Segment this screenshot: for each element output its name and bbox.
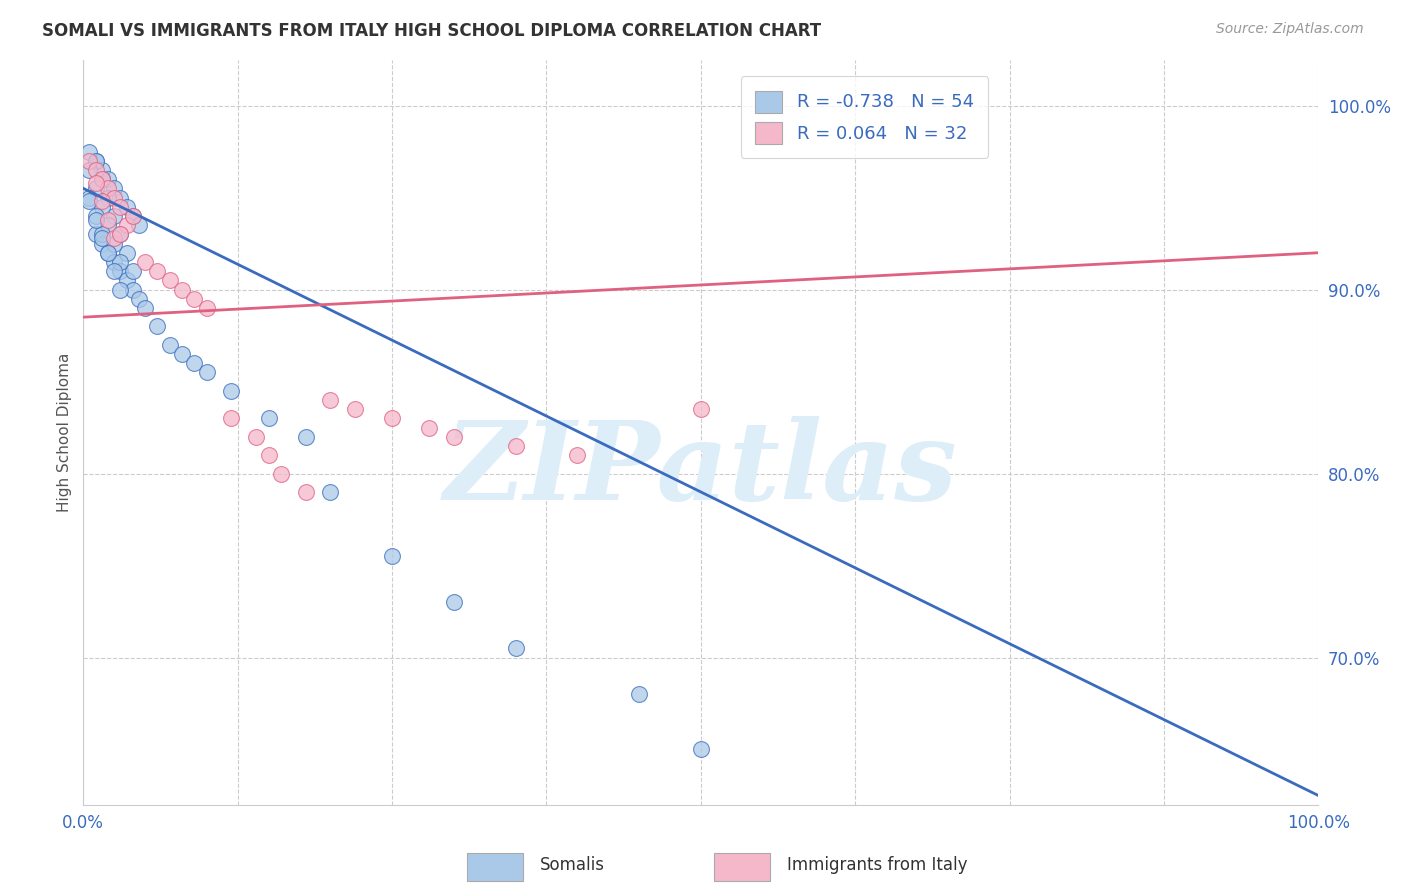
Point <box>294 430 316 444</box>
Point <box>110 190 132 204</box>
Point <box>84 153 107 168</box>
Point <box>110 283 132 297</box>
Point <box>110 200 132 214</box>
Text: ZIPatlas: ZIPatlas <box>444 416 957 523</box>
Point <box>84 153 107 168</box>
Point <box>689 402 711 417</box>
Point <box>443 595 465 609</box>
Point <box>115 218 138 232</box>
Point <box>90 236 112 251</box>
Point <box>294 484 316 499</box>
Point <box>443 430 465 444</box>
Point <box>97 181 120 195</box>
Point <box>79 194 101 209</box>
Point <box>319 484 342 499</box>
Point <box>84 181 107 195</box>
Point <box>103 255 125 269</box>
Point <box>257 411 280 425</box>
Point <box>110 227 132 242</box>
Point <box>110 227 132 242</box>
Point <box>343 402 366 417</box>
Text: Immigrants from Italy: Immigrants from Italy <box>787 856 967 874</box>
Legend: R = -0.738   N = 54, R = 0.064   N = 32: R = -0.738 N = 54, R = 0.064 N = 32 <box>741 76 988 158</box>
Point <box>115 200 138 214</box>
Point <box>115 245 138 260</box>
Point <box>97 190 120 204</box>
Point <box>79 145 101 159</box>
Point <box>221 384 243 398</box>
Point <box>115 273 138 287</box>
Point <box>84 212 107 227</box>
Point <box>381 411 404 425</box>
Point <box>103 181 125 195</box>
Point <box>97 218 120 232</box>
Point <box>257 448 280 462</box>
Point <box>79 190 101 204</box>
Point <box>97 245 120 260</box>
Point <box>183 356 205 370</box>
Point <box>418 420 440 434</box>
Point <box>689 742 711 756</box>
Point <box>121 283 143 297</box>
Point <box>128 292 150 306</box>
Point <box>103 236 125 251</box>
Point <box>172 347 194 361</box>
Point <box>128 218 150 232</box>
Point <box>103 264 125 278</box>
Point <box>97 212 120 227</box>
Point <box>319 392 342 407</box>
Point <box>159 337 181 351</box>
Point <box>172 283 194 297</box>
Y-axis label: High School Diploma: High School Diploma <box>58 352 72 512</box>
Point <box>90 163 112 178</box>
Point <box>84 176 107 190</box>
Point <box>90 172 112 186</box>
Text: SOMALI VS IMMIGRANTS FROM ITALY HIGH SCHOOL DIPLOMA CORRELATION CHART: SOMALI VS IMMIGRANTS FROM ITALY HIGH SCH… <box>42 22 821 40</box>
Point <box>121 209 143 223</box>
Point <box>183 292 205 306</box>
Point <box>110 255 132 269</box>
Point <box>84 227 107 242</box>
Text: Source: ZipAtlas.com: Source: ZipAtlas.com <box>1216 22 1364 37</box>
Point <box>134 255 156 269</box>
Point <box>90 227 112 242</box>
Point <box>90 194 112 209</box>
Text: Somalis: Somalis <box>540 856 605 874</box>
Point <box>103 209 125 223</box>
Point <box>110 264 132 278</box>
Point <box>381 549 404 564</box>
Point <box>195 301 218 315</box>
Point <box>121 209 143 223</box>
Point <box>159 273 181 287</box>
Point <box>505 439 527 453</box>
Point <box>90 231 112 245</box>
Point <box>79 163 101 178</box>
FancyBboxPatch shape <box>714 853 770 881</box>
Point <box>103 231 125 245</box>
Point <box>90 200 112 214</box>
Point <box>84 163 107 178</box>
Point <box>97 245 120 260</box>
Point <box>270 467 292 481</box>
Point <box>567 448 589 462</box>
FancyBboxPatch shape <box>467 853 523 881</box>
Point <box>146 264 169 278</box>
Point <box>146 319 169 334</box>
Point <box>628 687 651 701</box>
Point <box>134 301 156 315</box>
Point <box>245 430 267 444</box>
Point <box>97 172 120 186</box>
Point <box>90 172 112 186</box>
Point <box>79 153 101 168</box>
Point <box>505 641 527 656</box>
Point <box>195 365 218 379</box>
Point <box>121 264 143 278</box>
Point <box>84 209 107 223</box>
Point <box>221 411 243 425</box>
Point <box>103 190 125 204</box>
